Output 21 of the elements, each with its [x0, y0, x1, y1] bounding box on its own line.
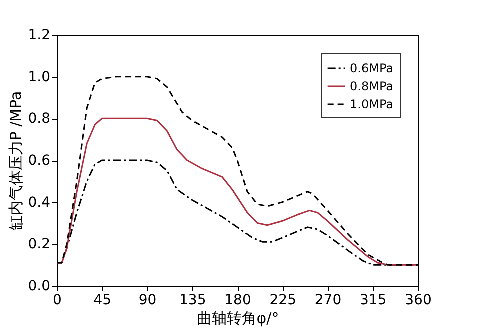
- x-tick-label: 135: [180, 292, 206, 308]
- y-tick-label: 1.2: [28, 28, 50, 44]
- y-tick-label: 1.0: [28, 69, 50, 86]
- y-tick-label: 0.0: [28, 278, 50, 294]
- x-tick-label: 225: [270, 292, 296, 308]
- x-tick-label: 270: [314, 292, 342, 308]
- legend-label: 0.6MPa: [350, 62, 394, 76]
- x-tick-label: 180: [224, 292, 252, 308]
- legend-label: 0.8MPa: [350, 80, 394, 94]
- x-tick-label: 45: [94, 292, 112, 308]
- y-tick-label: 0.8: [28, 111, 50, 128]
- y-tick-label: 0.2: [28, 236, 50, 253]
- x-tick-label: 0: [53, 292, 62, 308]
- x-tick-label: 315: [360, 292, 387, 308]
- x-axis-title: 曲轴转角φ/°: [196, 310, 280, 328]
- x-tick-label: 90: [138, 292, 157, 308]
- x-tick-label: 360: [405, 292, 432, 308]
- legend-label: 1.0MPa: [350, 98, 394, 112]
- y-tick-label: 0.4: [28, 194, 51, 211]
- y-axis-title: 缸内气体压力P /MPa: [7, 91, 26, 231]
- y-tick-label: 0.6: [28, 153, 51, 169]
